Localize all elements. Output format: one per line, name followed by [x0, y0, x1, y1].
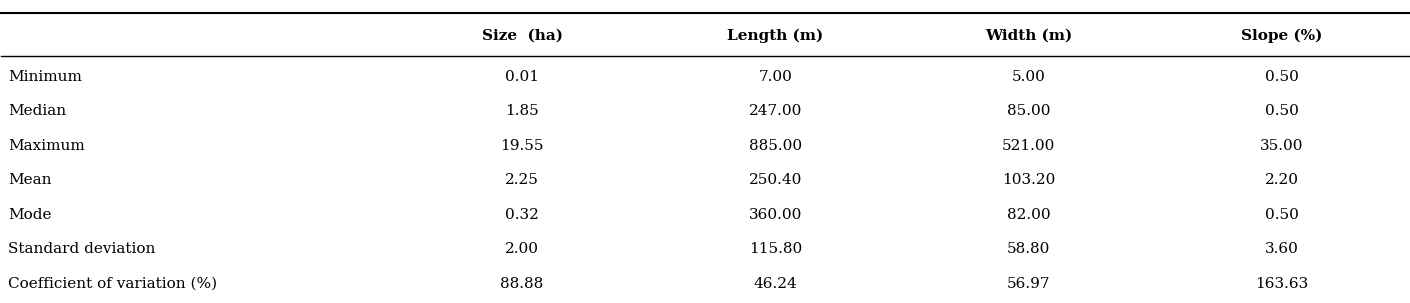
Text: 46.24: 46.24	[753, 277, 797, 291]
Text: Coefficient of variation (%): Coefficient of variation (%)	[8, 277, 217, 291]
Text: Length (m): Length (m)	[728, 28, 823, 43]
Text: 163.63: 163.63	[1255, 277, 1308, 291]
Text: Standard deviation: Standard deviation	[8, 242, 155, 256]
Text: 35.00: 35.00	[1261, 139, 1304, 153]
Text: Mode: Mode	[8, 208, 52, 222]
Text: 250.40: 250.40	[749, 173, 802, 187]
Text: 115.80: 115.80	[749, 242, 802, 256]
Text: 88.88: 88.88	[501, 277, 544, 291]
Text: Maximum: Maximum	[8, 139, 85, 153]
Text: Width (m): Width (m)	[986, 29, 1072, 43]
Text: Size  (ha): Size (ha)	[482, 29, 563, 43]
Text: 0.01: 0.01	[505, 70, 539, 84]
Text: 2.20: 2.20	[1265, 173, 1299, 187]
Text: 3.60: 3.60	[1265, 242, 1299, 256]
Text: 85.00: 85.00	[1007, 105, 1050, 118]
Text: 56.97: 56.97	[1007, 277, 1050, 291]
Text: 19.55: 19.55	[501, 139, 544, 153]
Text: 0.50: 0.50	[1265, 105, 1299, 118]
Text: 2.00: 2.00	[505, 242, 539, 256]
Text: 5.00: 5.00	[1012, 70, 1046, 84]
Text: 521.00: 521.00	[1003, 139, 1055, 153]
Text: 360.00: 360.00	[749, 208, 802, 222]
Text: 0.32: 0.32	[505, 208, 539, 222]
Text: 103.20: 103.20	[1003, 173, 1055, 187]
Text: 885.00: 885.00	[749, 139, 802, 153]
Text: 7.00: 7.00	[759, 70, 792, 84]
Text: 82.00: 82.00	[1007, 208, 1050, 222]
Text: Median: Median	[8, 105, 66, 118]
Text: Slope (%): Slope (%)	[1241, 28, 1323, 43]
Text: 0.50: 0.50	[1265, 70, 1299, 84]
Text: Mean: Mean	[8, 173, 52, 187]
Text: Minimum: Minimum	[8, 70, 82, 84]
Text: 1.85: 1.85	[505, 105, 539, 118]
Text: 0.50: 0.50	[1265, 208, 1299, 222]
Text: 58.80: 58.80	[1007, 242, 1050, 256]
Text: 247.00: 247.00	[749, 105, 802, 118]
Text: 2.25: 2.25	[505, 173, 539, 187]
